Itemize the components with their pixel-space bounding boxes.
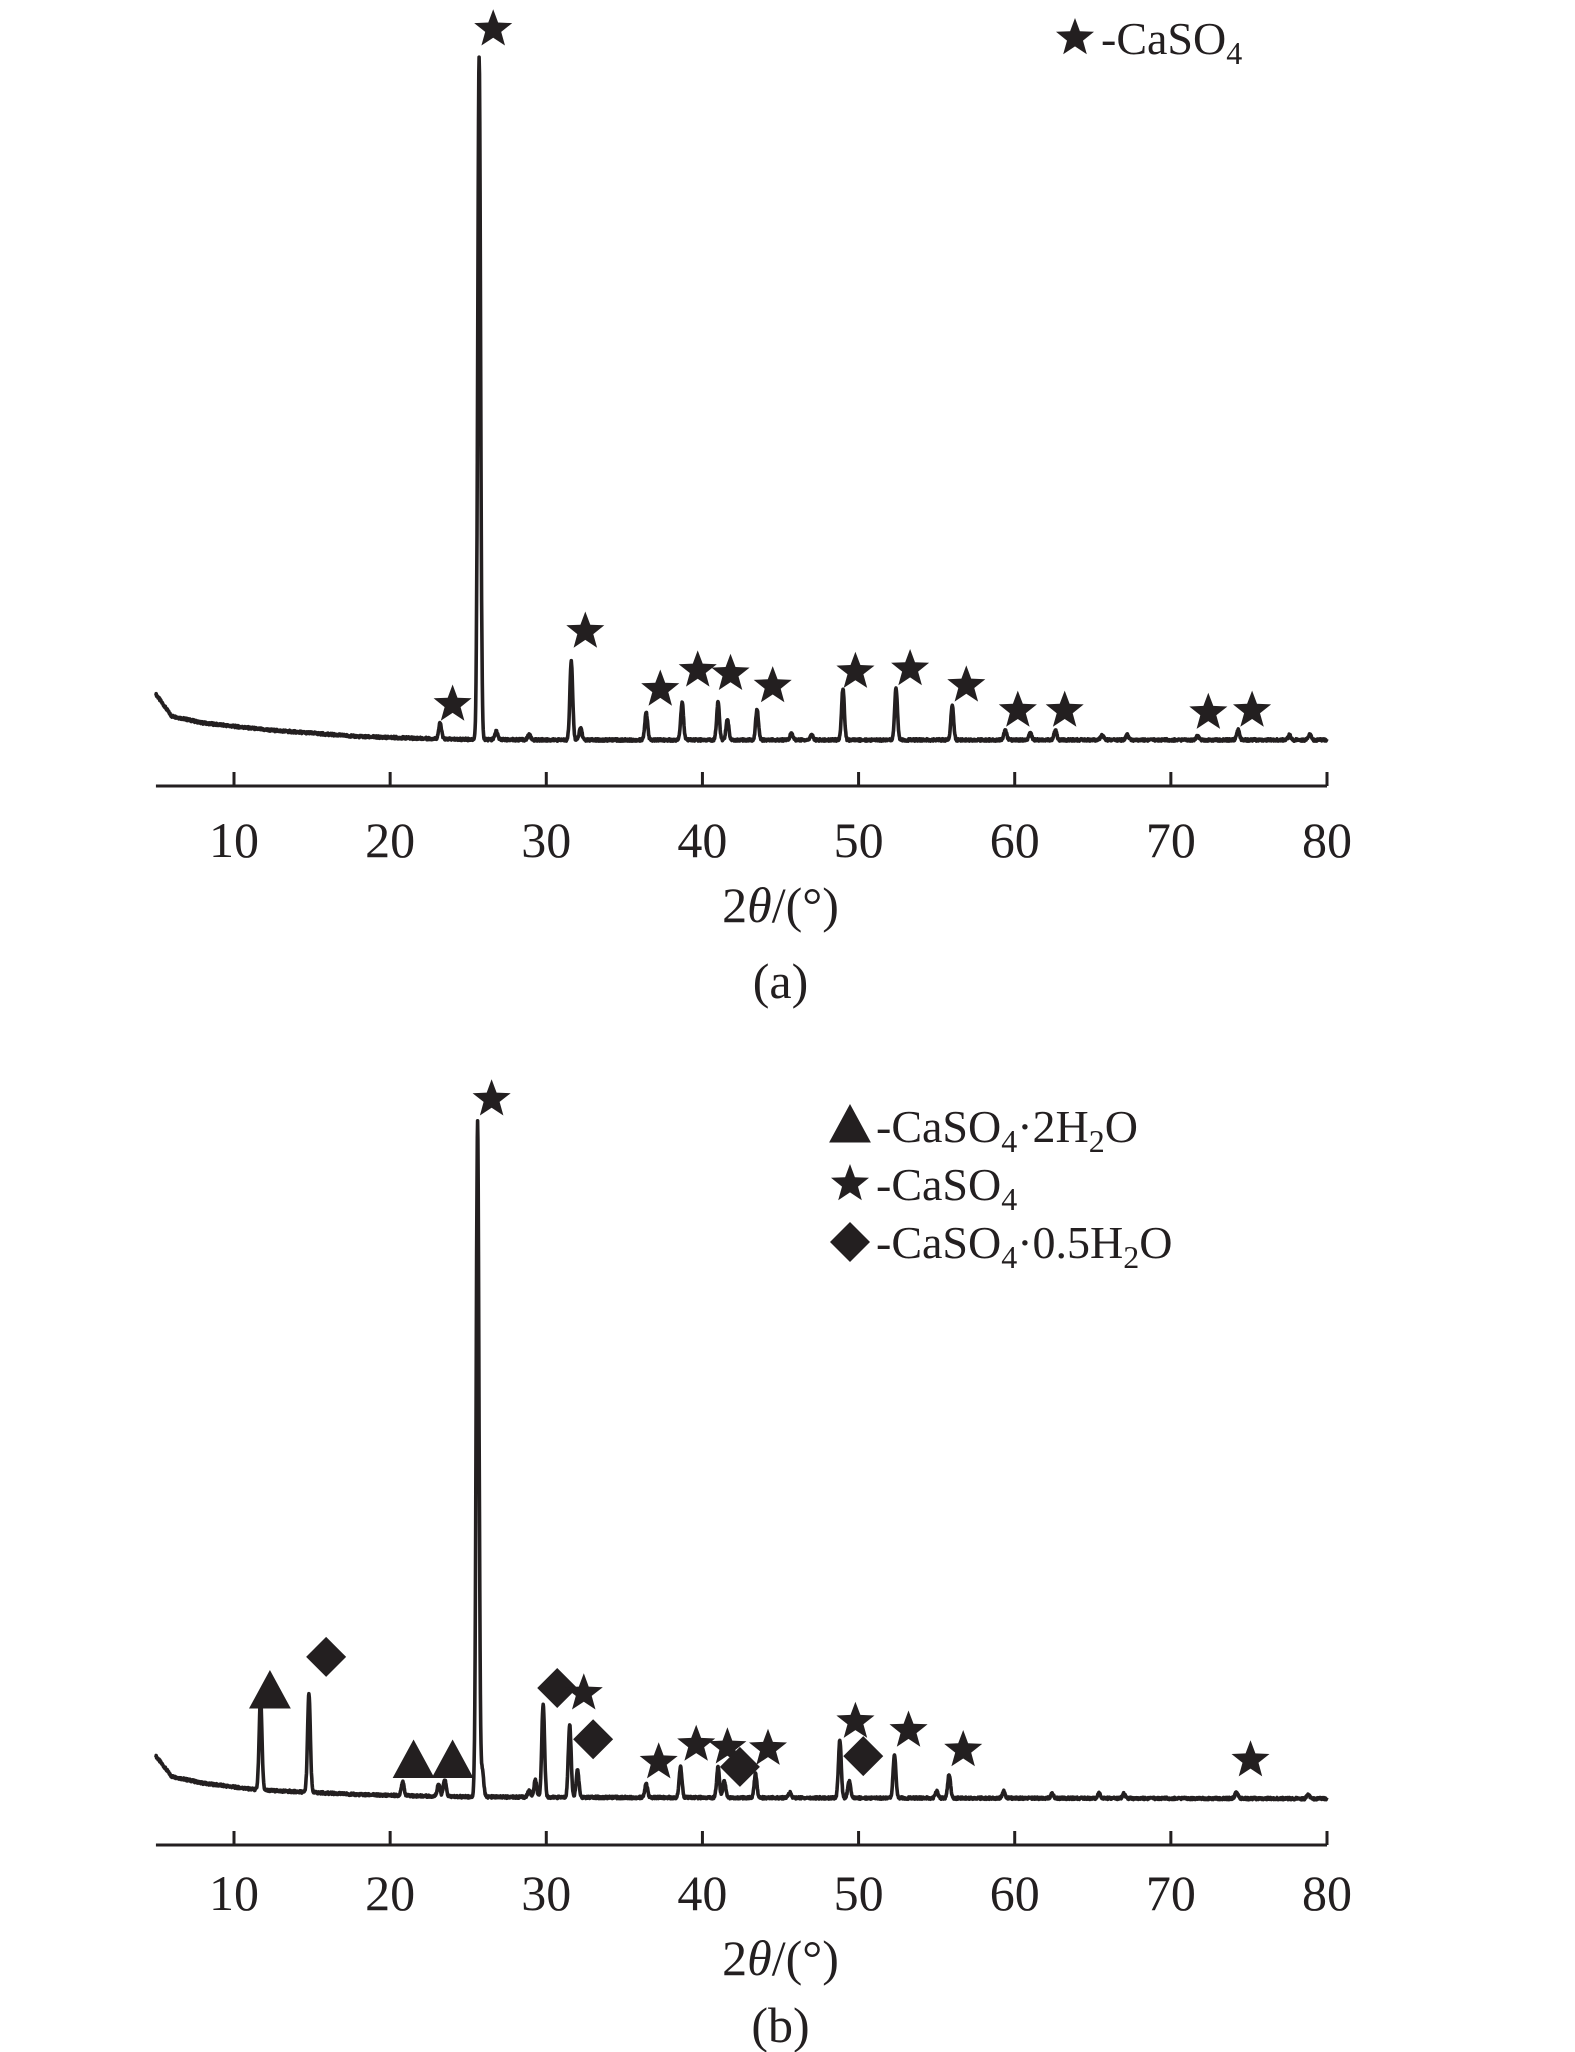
star-marker [1233,690,1272,727]
legend-text-mid: ·2H [1017,1101,1089,1152]
phase-markers-a [433,9,1272,729]
legend-entry-anhydrite: -CaSO4 [831,1159,1017,1217]
x-tick-label: 50 [834,1865,884,1921]
x-axis-title-prefix: 2 [722,1930,747,1986]
star-marker [998,690,1037,727]
star-marker [889,1710,928,1747]
legend-entry-gypsum: -CaSO4·2H2O [829,1101,1138,1159]
star-marker [944,1730,983,1767]
x-tick-label: 40 [677,1865,727,1921]
star-marker [753,666,792,703]
legend-text-main: -CaSO [876,1159,1001,1210]
legend-star-icon [1056,18,1094,55]
legend-label: -CaSO4·0.5H2O [876,1217,1173,1275]
triangle-icon [829,1104,871,1143]
x-tick-label: 70 [1146,812,1196,868]
star-marker [749,1728,787,1765]
x-ticks-a: 10 20 30 40 50 60 70 80 [209,772,1352,868]
legend-text-main: -CaSO [876,1101,1001,1152]
legend-subscript: 4 [1226,35,1242,71]
star-marker [677,1724,716,1761]
star-marker [566,611,605,648]
star-marker [1045,690,1084,727]
phase-markers-b [249,1079,1270,1787]
panel-a: 10 20 30 40 50 60 70 80 2θ/(°) (a) -CaSO4 [154,9,1352,1009]
panel-b: 10 20 30 40 50 60 70 80 2θ/(°) (b) -CaSO4·2H2O … [154,1079,1352,2052]
legend-label: -CaSO4 [1101,13,1242,71]
x-tick-label: 80 [1302,812,1352,868]
diamond-marker [306,1636,347,1677]
star-marker [474,9,513,46]
legend-star-icon [831,1164,869,1201]
x-tick-label: 80 [1302,1865,1352,1921]
legend-diamond-icon [830,1222,870,1262]
legend-entry-casO4: -CaSO4 [1056,13,1242,71]
xrd-pattern-b [154,1119,1329,1802]
legend-text-end: O [1105,1101,1138,1152]
legend-text-main: -CaSO [876,1217,1001,1268]
x-ticks-b: 10 20 30 40 50 60 70 80 [209,1831,1352,1921]
x-tick-label: 40 [677,812,727,868]
x-tick-label: 70 [1146,1865,1196,1921]
x-tick-label: 20 [365,812,415,868]
legend-triangle-icon [829,1104,871,1143]
legend-subscript: 4 [1001,1123,1017,1159]
x-tick-label: 50 [834,812,884,868]
diamond-icon [830,1222,870,1262]
star-icon [831,1164,869,1201]
legend-text-mid: ·0.5H [1017,1217,1123,1268]
star-marker [472,1079,511,1116]
star-marker [564,1673,603,1710]
x-axis-title-b: 2θ/(°) [722,1930,839,1986]
x-axis-title-suffix: /(°) [772,1930,839,1986]
star-marker [947,665,986,702]
legend-subscript: 4 [1001,1181,1017,1217]
star-marker [711,653,750,690]
legend-b: -CaSO4·2H2O -CaSO4 -CaSO4·0.5H2O [829,1101,1173,1275]
x-tick-label: 10 [209,1865,259,1921]
legend-subscript: 4 [1001,1239,1017,1275]
diamond-marker [537,1667,578,1708]
star-marker [836,651,875,688]
x-axis-title-var: θ [747,1930,772,1986]
x-tick-label: 10 [209,812,259,868]
legend-label: -CaSO4 [876,1159,1017,1217]
legend-subscript-2: 2 [1123,1239,1139,1275]
triangle-marker [249,1670,291,1709]
star-marker [433,684,472,721]
x-tick-label: 60 [990,1865,1040,1921]
triangle-marker [392,1739,435,1779]
star-marker [836,1701,875,1738]
legend-label: -CaSO4·2H2O [876,1101,1138,1159]
panel-label-a: (a) [753,953,809,1009]
star-marker [708,1727,747,1764]
legend-entry-hemihydrate: -CaSO4·0.5H2O [830,1217,1173,1275]
star-marker [678,650,717,687]
panel-label-b: (b) [751,1997,809,2052]
x-axis-title-a: 2θ/(°) [722,877,839,933]
x-tick-label: 60 [990,812,1040,868]
star-marker [641,669,680,706]
star-marker [891,649,930,686]
legend-text-end: O [1139,1217,1172,1268]
x-tick-label: 30 [521,812,571,868]
legend-a: -CaSO4 [1056,13,1242,71]
x-axis-title-var: θ [747,877,772,933]
triangle-marker [431,1739,474,1779]
x-axis-title-suffix: /(°) [772,877,839,933]
legend-text-main: -CaSO [1101,13,1226,64]
legend-subscript-2: 2 [1089,1123,1105,1159]
star-marker [1189,692,1228,729]
x-axis-title-prefix: 2 [722,877,747,933]
star-marker [1231,1740,1270,1777]
diamond-marker [843,1736,884,1777]
star-icon [1056,18,1094,55]
xrd-pattern-a [154,55,1329,743]
star-marker [639,1742,678,1779]
x-tick-label: 30 [521,1865,571,1921]
diamond-marker [573,1719,614,1760]
x-tick-label: 20 [365,1865,415,1921]
diamond-marker [719,1746,760,1787]
